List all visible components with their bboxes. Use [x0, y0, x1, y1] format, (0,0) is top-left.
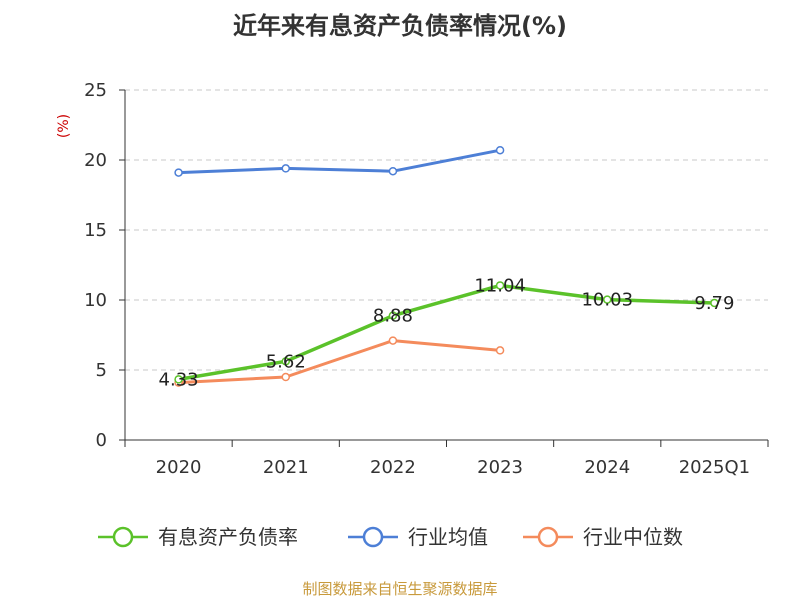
x-tick-label: 2025Q1	[679, 457, 750, 478]
data-label: 10.03	[581, 290, 633, 311]
series-line	[177, 339, 502, 385]
legend-marker	[537, 526, 559, 548]
legend-label: 行业中位数	[583, 525, 683, 549]
x-tick-label: 2022	[370, 457, 416, 478]
source-text: 制图数据来自恒生聚源数据库	[302, 580, 497, 598]
axes: 0 5 10 15 20 25 2020 2021 2022 2023 2024 2025Q1	[84, 80, 769, 478]
x-tick-label: 2020	[156, 457, 202, 478]
series-lines	[174, 145, 719, 387]
legend-marker	[362, 526, 384, 548]
x-tick-label: 2021	[263, 457, 309, 478]
legend-item: 有息资产负债率	[98, 525, 298, 549]
data-labels: 4.33 5.62 8.88 11.04 10.03 9.79	[159, 275, 735, 390]
y-tick-label: 10	[84, 290, 107, 311]
y-tick-label: 25	[84, 80, 107, 101]
data-point	[388, 311, 398, 320]
y-tick-label: 15	[84, 220, 107, 241]
data-label: 5.62	[266, 351, 306, 372]
data-label: 9.79	[694, 293, 734, 314]
data-point	[495, 346, 505, 355]
data-label: 8.88	[373, 306, 413, 327]
data-point	[388, 166, 398, 176]
data-point	[495, 281, 505, 290]
data-label: 4.33	[159, 369, 199, 390]
series-line	[177, 148, 502, 175]
legend-marker	[112, 526, 134, 548]
y-tick-label: 0	[96, 430, 107, 451]
legend-label: 行业均值	[408, 525, 488, 549]
data-point	[281, 372, 290, 382]
y-tick-label: 5	[96, 360, 107, 381]
data-point	[495, 145, 505, 155]
legend-item: 行业均值	[348, 525, 488, 549]
data-point	[174, 168, 183, 177]
x-tick-label: 2023	[477, 457, 523, 478]
data-point	[281, 357, 290, 366]
data-point	[174, 375, 183, 384]
data-point	[603, 295, 612, 304]
x-tick-label: 2024	[584, 457, 630, 478]
legend: 有息资产负债率 行业均值 行业中位数	[98, 525, 683, 549]
legend-item: 行业中位数	[523, 525, 683, 549]
data-label: 11.04	[474, 275, 526, 296]
data-point	[710, 298, 719, 308]
series-line	[176, 283, 717, 382]
legend-label: 有息资产负债率	[158, 525, 298, 549]
y-tick-label: 20	[84, 150, 107, 171]
chart-title: 近年来有息资产负债率情况(%)	[233, 12, 567, 40]
data-point	[281, 164, 290, 173]
data-point	[388, 336, 398, 345]
grid-lines	[125, 89, 768, 371]
y-axis-unit-label: (%)	[56, 114, 72, 138]
